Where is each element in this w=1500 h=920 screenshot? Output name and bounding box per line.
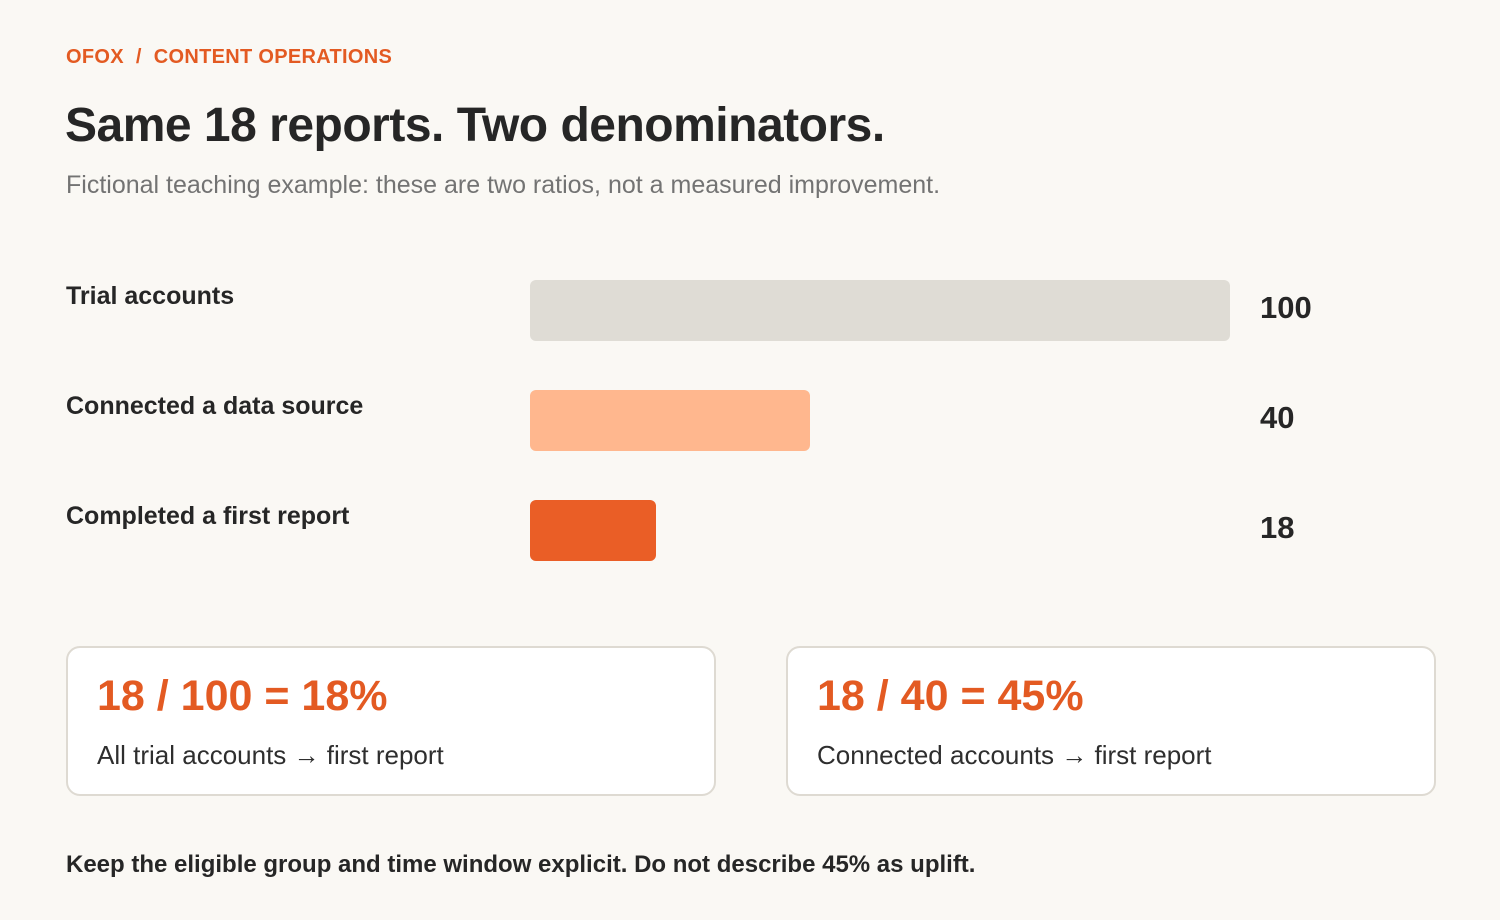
breadcrumb-brand: OFOX: [66, 46, 124, 68]
bar-value-label: 40: [1260, 400, 1295, 435]
bar-label: Trial accounts: [66, 282, 235, 310]
page-subtitle: Fictional teaching example: these are tw…: [66, 171, 941, 199]
ratio-formula: 18 / 40 = 45%: [817, 672, 1084, 720]
breadcrumb: OFOX / CONTENT OPERATIONS: [66, 46, 392, 69]
bar-value-label: 18: [1260, 510, 1295, 545]
bar-value-label: 100: [1260, 290, 1312, 325]
page-title: Same 18 reports. Two denominators.: [65, 99, 885, 152]
bar: [530, 280, 1230, 341]
ratio-card-connected: 18 / 40 = 45% Connected accounts → first…: [786, 646, 1436, 796]
breadcrumb-section: CONTENT OPERATIONS: [153, 46, 393, 68]
funnel-bar-chart: Trial accounts 100 Connected a data source…: [66, 280, 1312, 561]
footnote: Keep the eligible group and time window …: [66, 851, 976, 878]
bar: [530, 390, 810, 451]
ratio-description: Connected accounts → first report: [817, 740, 1212, 770]
bar-label: Connected a data source: [66, 392, 364, 420]
bar: [530, 500, 656, 561]
breadcrumb-separator: /: [135, 46, 142, 68]
bar-label: Completed a first report: [66, 502, 350, 530]
ratio-description: All trial accounts → first report: [97, 740, 444, 770]
ratio-formula: 18 / 100 = 18%: [97, 672, 388, 720]
ratio-card-all-trials: 18 / 100 = 18% All trial accounts → firs…: [66, 646, 716, 796]
